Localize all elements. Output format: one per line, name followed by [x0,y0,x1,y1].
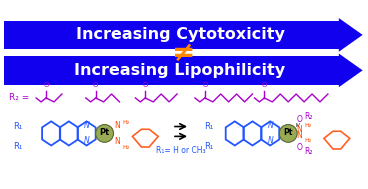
Text: O: O [202,82,208,88]
Text: O: O [43,82,49,88]
Polygon shape [339,18,362,52]
Text: H₂: H₂ [304,123,311,129]
Circle shape [279,125,297,142]
Polygon shape [4,56,339,85]
Text: H₂: H₂ [123,145,130,150]
Text: Pt: Pt [99,128,110,137]
Text: O: O [296,143,302,152]
Text: R₁: R₁ [204,142,213,151]
Text: IV: IV [295,122,300,128]
Text: R₁: R₁ [13,122,22,131]
Text: N: N [114,137,120,146]
Text: H₂: H₂ [123,120,130,125]
Text: H₂: H₂ [304,138,311,143]
Text: R₁: R₁ [13,142,22,151]
Text: N: N [84,121,90,130]
Text: N: N [84,136,90,145]
Text: Increasing Lipophilicity: Increasing Lipophilicity [74,63,286,78]
Text: R₁: R₁ [204,122,213,131]
Circle shape [96,125,114,142]
Text: N: N [268,136,273,145]
Text: O: O [262,82,267,88]
Text: N: N [268,121,273,130]
Text: N: N [114,121,120,130]
Text: R₁= H or CH₃: R₁= H or CH₃ [156,146,206,155]
Text: R₂: R₂ [304,112,312,121]
Polygon shape [339,53,362,87]
Text: Pt: Pt [283,128,293,137]
Text: ≠: ≠ [172,39,196,67]
Text: N: N [296,125,302,134]
Text: N: N [296,131,302,140]
Text: O: O [296,115,302,124]
Text: R₂ =: R₂ = [9,93,29,102]
Text: Increasing Cytotoxicity: Increasing Cytotoxicity [75,27,284,42]
Polygon shape [4,21,339,49]
Text: O: O [143,82,148,88]
Text: R₂: R₂ [304,147,312,156]
Text: O: O [93,82,98,88]
